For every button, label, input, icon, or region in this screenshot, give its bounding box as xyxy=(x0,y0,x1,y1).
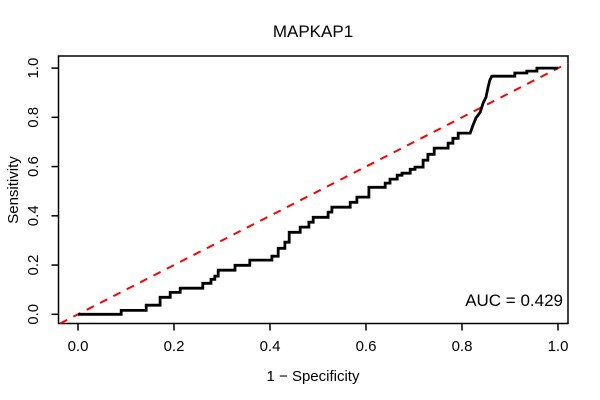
plot-box xyxy=(57,55,569,325)
x-tick-label: 0.4 xyxy=(260,338,281,355)
x-tick-label: 0.6 xyxy=(356,338,377,355)
y-tick-label: 0.2 xyxy=(25,255,42,276)
x-axis-ticks: 0.0 0.2 0.4 0.6 0.8 1.0 xyxy=(68,323,569,355)
chance-diagonal-line xyxy=(59,62,569,325)
auc-annotation: AUC = 0.429 xyxy=(465,291,563,310)
x-tick-label: 0.8 xyxy=(452,338,473,355)
chart-title: MAPKAP1 xyxy=(273,22,353,41)
x-tick-label: 0.2 xyxy=(164,338,185,355)
y-tick-label: 0.6 xyxy=(25,156,42,177)
y-axis-ticks: 0.0 0.2 0.4 0.6 0.8 1.0 xyxy=(25,58,59,325)
x-tick-label: 0.0 xyxy=(68,338,89,355)
y-tick-label: 0.4 xyxy=(25,205,42,226)
roc-curve-line xyxy=(78,66,558,316)
x-axis-label: 1 − Specificity xyxy=(267,368,360,385)
plot-series xyxy=(59,62,569,325)
y-axis-label: Sensitivity xyxy=(5,156,22,224)
y-tick-label: 0.0 xyxy=(25,304,42,325)
x-tick-label: 1.0 xyxy=(548,338,569,355)
y-tick-label: 1.0 xyxy=(25,58,42,79)
y-tick-label: 0.8 xyxy=(25,107,42,128)
